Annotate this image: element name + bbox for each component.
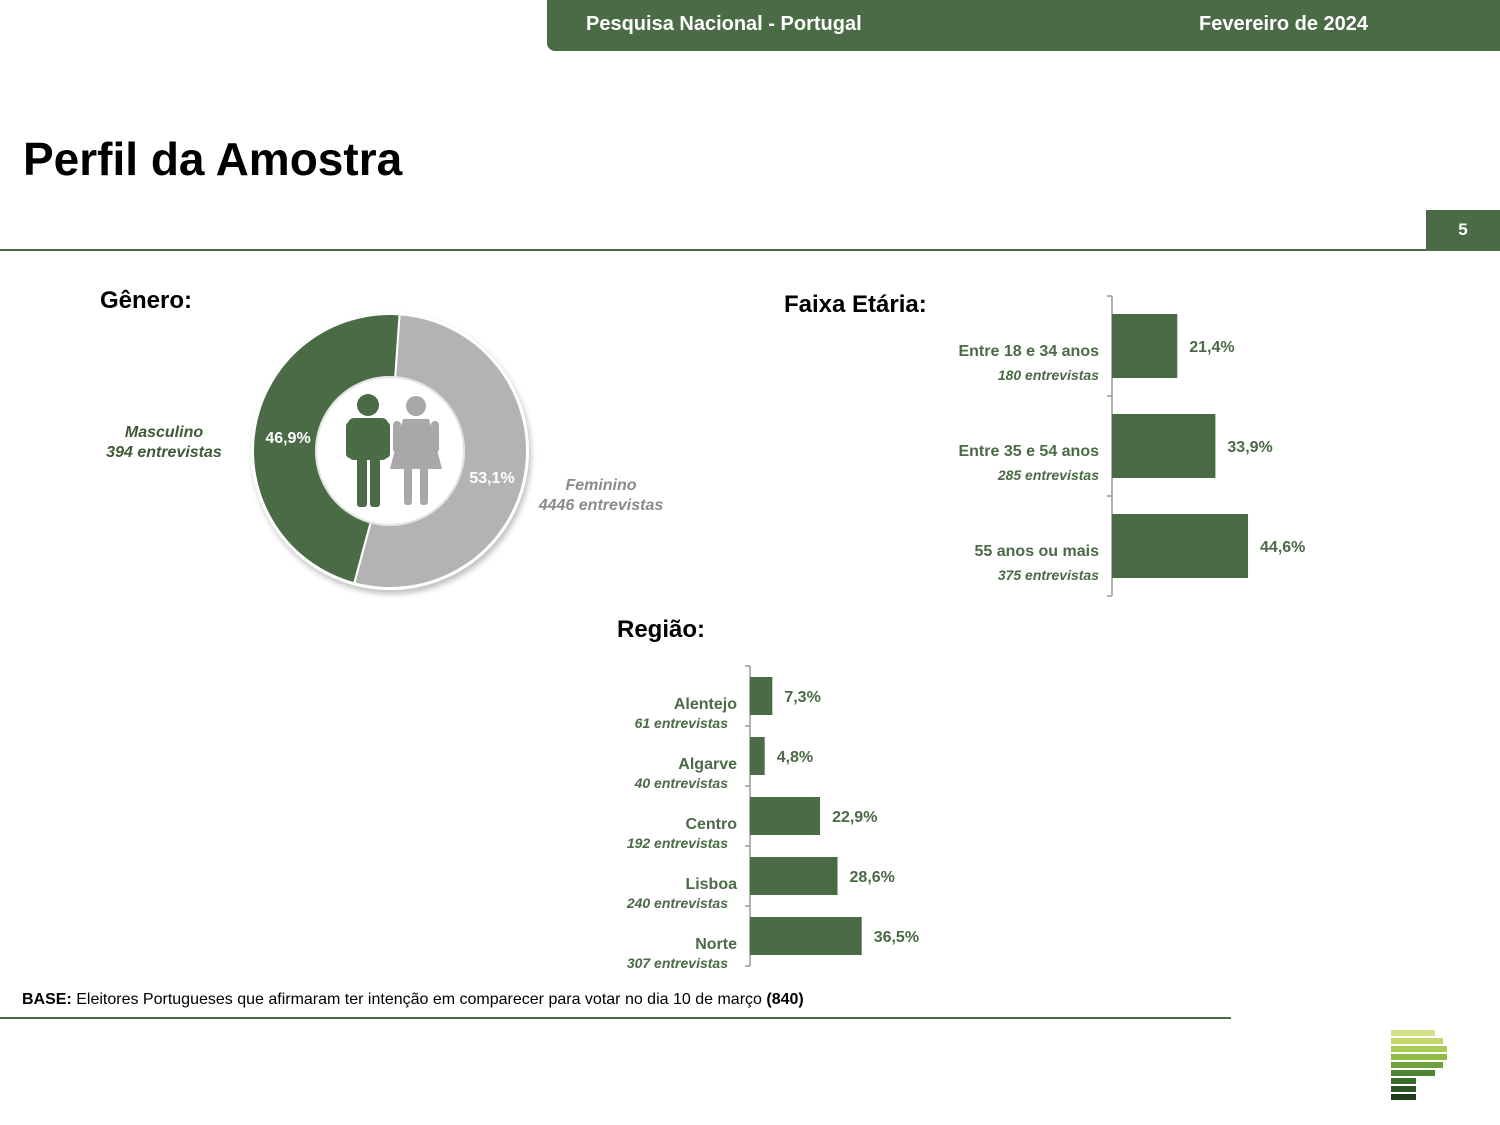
male-percent-label: 46,9% xyxy=(265,430,310,447)
gender-donut-chart: 46,9% 53,1% xyxy=(251,312,529,590)
bar-value-label: 28,6% xyxy=(850,869,895,886)
base-note: BASE: Eleitores Portugueses que afirmara… xyxy=(22,991,804,1009)
survey-date: Fevereiro de 2024 xyxy=(1199,13,1368,35)
category-sublabel: 180 entrevistas xyxy=(998,367,1099,383)
survey-title: Pesquisa Nacional - Portugal xyxy=(586,13,862,35)
bar xyxy=(1112,414,1216,478)
bar-value-label: 33,9% xyxy=(1227,439,1272,456)
male-legend: Masculino 394 entrevistas xyxy=(98,423,230,463)
female-label: Feminino xyxy=(565,477,637,494)
page-title: Perfil da Amostra xyxy=(23,133,403,185)
bar xyxy=(750,857,838,895)
bar xyxy=(1112,514,1249,578)
category-sublabel: 40 entrevistas xyxy=(634,775,729,791)
gender-section-title: Gênero: xyxy=(100,287,193,314)
category-sublabel: 307 entrevistas xyxy=(627,955,728,971)
base-count: (840) xyxy=(766,991,804,1008)
bar xyxy=(1112,314,1178,378)
category-sublabel: 192 entrevistas xyxy=(627,835,728,851)
bar xyxy=(750,917,862,955)
region-section-title: Região: xyxy=(617,616,706,643)
company-logo xyxy=(1391,1030,1447,1100)
region-bar-chart: 7,3% Alentejo 61 entrevistas 4,8% Algarve 40 … xyxy=(626,665,919,971)
category-sublabel: 285 entrevistas xyxy=(997,467,1099,483)
female-count: 4446 entrevistas xyxy=(538,497,664,514)
bar-value-label: 44,6% xyxy=(1260,539,1305,556)
header-band: Pesquisa Nacional - Portugal Fevereiro d… xyxy=(547,0,1500,51)
category-label: Algarve xyxy=(678,756,737,773)
category-sublabel: 61 entrevistas xyxy=(635,715,729,731)
base-label: BASE: xyxy=(22,991,72,1008)
bar xyxy=(750,797,821,835)
page-number: 5 xyxy=(1426,210,1500,249)
category-sublabel: 240 entrevistas xyxy=(626,895,728,911)
category-label: Entre 35 e 54 anos xyxy=(958,443,1099,460)
category-label: Centro xyxy=(685,816,737,833)
divider-bottom xyxy=(0,1017,1231,1019)
category-label: 55 anos ou mais xyxy=(975,543,1100,560)
category-label: Alentejo xyxy=(674,696,737,713)
age-section-title: Faixa Etária: xyxy=(784,291,927,318)
bar-value-label: 21,4% xyxy=(1189,339,1234,356)
base-text: Eleitores Portugueses que afirmaram ter … xyxy=(76,991,762,1008)
male-figure-icon xyxy=(346,394,390,507)
divider-top xyxy=(0,249,1500,251)
bar-value-label: 36,5% xyxy=(874,929,919,946)
male-label: Masculino xyxy=(124,424,204,441)
bar-value-label: 22,9% xyxy=(832,809,877,826)
age-bar-chart: 21,4% Entre 18 e 34 anos 180 entrevistas 33… xyxy=(958,295,1305,597)
bar xyxy=(750,677,773,715)
category-sublabel: 375 entrevistas xyxy=(998,567,1099,583)
category-label: Norte xyxy=(695,936,737,953)
category-label: Lisboa xyxy=(685,876,737,893)
bar xyxy=(750,737,765,775)
bar-value-label: 7,3% xyxy=(784,689,820,706)
category-label: Entre 18 e 34 anos xyxy=(958,343,1099,360)
female-legend: Feminino 4446 entrevistas xyxy=(530,476,672,516)
female-figure-icon xyxy=(390,396,442,505)
female-percent-label: 53,1% xyxy=(469,470,514,487)
bar-value-label: 4,8% xyxy=(777,749,813,766)
male-count: 394 entrevistas xyxy=(106,444,222,461)
